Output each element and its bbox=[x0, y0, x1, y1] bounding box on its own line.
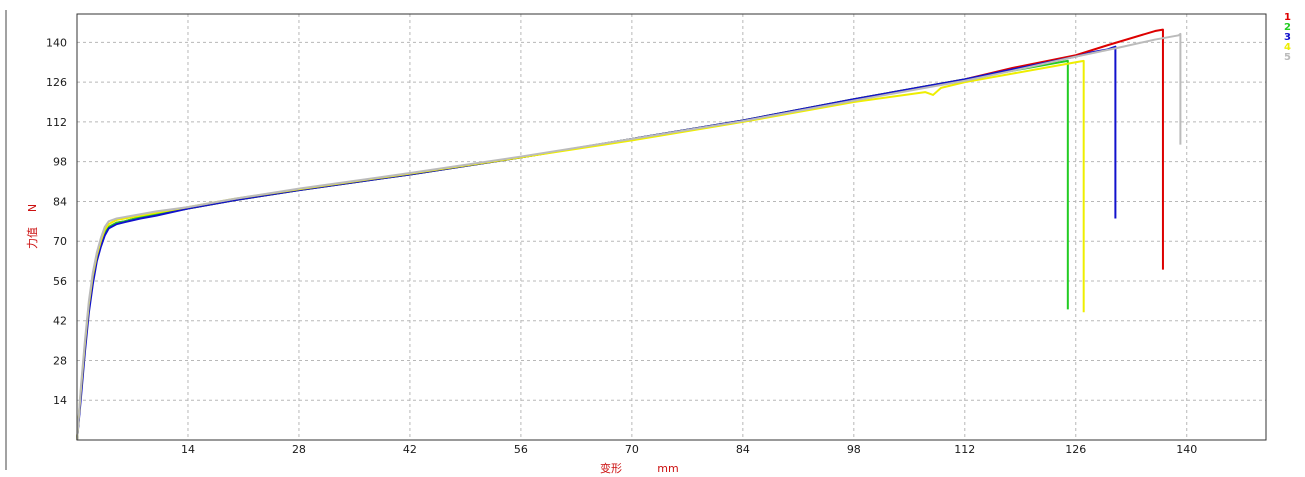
y-tick-label: 14 bbox=[53, 394, 67, 407]
x-tick-label: 14 bbox=[181, 443, 195, 456]
y-tick-label: 42 bbox=[53, 315, 67, 328]
x-tick-label: 126 bbox=[1065, 443, 1086, 456]
plot-area-frame bbox=[76, 13, 1267, 441]
x-axis-unit: mm bbox=[657, 462, 678, 475]
x-tick-label: 98 bbox=[847, 443, 861, 456]
y-tick-label: 112 bbox=[46, 116, 67, 129]
legend-entry-3: 3 bbox=[1284, 32, 1291, 43]
series-layer bbox=[76, 28, 1182, 441]
tick-label-layer: 14 28 42 56 70 84 98 112 126 140 14 28 42 56 70 84 98 112… bbox=[46, 36, 1197, 456]
series-line-3 bbox=[76, 45, 1117, 441]
series-line-1 bbox=[76, 28, 1164, 441]
grid-layer bbox=[77, 14, 1266, 440]
x-tick-label: 28 bbox=[292, 443, 306, 456]
x-tick-label: 56 bbox=[514, 443, 528, 456]
x-tick-label: 140 bbox=[1176, 443, 1197, 456]
legend-entry-2: 2 bbox=[1284, 22, 1291, 33]
y-tick-label: 28 bbox=[53, 354, 67, 367]
legend-entry-4: 4 bbox=[1284, 42, 1291, 53]
y-tick-label: 98 bbox=[53, 156, 67, 169]
x-axis-title: 变形 bbox=[600, 461, 622, 475]
legend-entry-5: 5 bbox=[1284, 52, 1291, 63]
x-tick-label: 42 bbox=[403, 443, 417, 456]
y-tick-label: 140 bbox=[46, 36, 67, 49]
series-line-2 bbox=[76, 59, 1069, 441]
y-tick-label: 126 bbox=[46, 76, 67, 89]
y-tick-label: 56 bbox=[53, 275, 67, 288]
x-tick-label: 70 bbox=[625, 443, 639, 456]
series-line-5 bbox=[76, 32, 1182, 441]
legend-entry-1: 1 bbox=[1284, 12, 1291, 23]
y-tick-label: 70 bbox=[53, 235, 67, 248]
y-axis-title: 力值 bbox=[26, 227, 39, 249]
x-tick-label: 112 bbox=[954, 443, 975, 456]
x-tick-label: 84 bbox=[736, 443, 750, 456]
y-axis-unit: N bbox=[26, 204, 39, 212]
series-line-4 bbox=[76, 59, 1085, 441]
y-tick-label: 84 bbox=[53, 195, 67, 208]
